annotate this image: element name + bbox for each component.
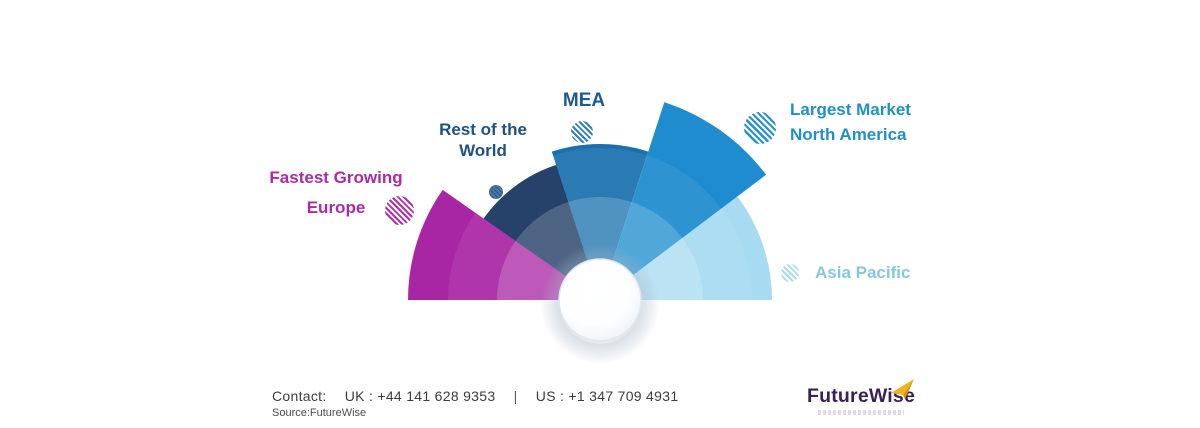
source-line: Source:FutureWise xyxy=(272,407,367,419)
label-europe-annotation: Fastest Growing xyxy=(269,168,403,187)
fan-slice-mea xyxy=(551,143,649,300)
label-rest-of-world: Rest of the World xyxy=(439,120,527,160)
fan-slice-north-america xyxy=(600,102,767,300)
label-na-annotation: Largest Market xyxy=(790,100,911,119)
label-na-region: North America xyxy=(790,125,907,144)
hub-circle xyxy=(558,258,642,342)
label-north-america: Largest Market North America xyxy=(790,97,930,147)
label-europe-region: Europe xyxy=(306,198,366,217)
north-america-hatched-dot-icon xyxy=(744,112,776,144)
contact-line: Contact: UK : +44 141 628 9353 | US : +1… xyxy=(272,388,692,404)
paper-plane-icon xyxy=(891,379,914,399)
logo-wordmark: FutureWise xyxy=(807,385,916,407)
futurewise-logo: FutureWise xyxy=(807,379,927,421)
label-asia-pacific: Asia Pacific xyxy=(815,263,911,282)
asia-pacific-hatched-dot-icon xyxy=(781,264,799,282)
us-phone: US : +1 347 709 4931 xyxy=(535,388,679,404)
phone-separator: | xyxy=(513,388,518,404)
contact-label: Contact: xyxy=(272,388,327,404)
rest-of-world-dot-icon xyxy=(489,185,503,199)
label-europe: Fastest Growing Europe xyxy=(262,163,410,223)
logo-tagline xyxy=(818,410,904,415)
uk-phone: UK : +44 141 628 9353 xyxy=(344,388,496,404)
label-mea: MEA xyxy=(562,90,606,111)
europe-hatched-dot-icon xyxy=(385,196,414,225)
mea-hatched-dot-icon xyxy=(571,121,593,143)
